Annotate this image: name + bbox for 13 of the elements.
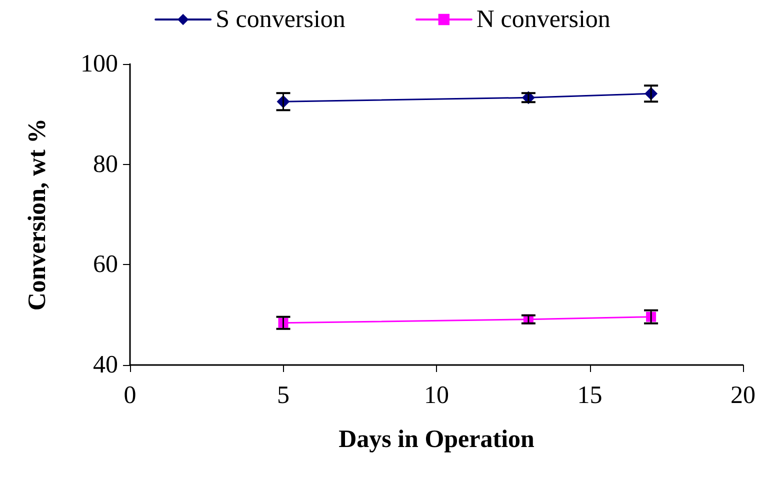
legend-label: S conversion xyxy=(216,6,346,33)
y-axis-title: Conversion, wt % xyxy=(24,118,51,311)
x-tick-label: 10 xyxy=(424,382,449,409)
x-tick-label: 5 xyxy=(277,382,290,409)
y-tick-label: 100 xyxy=(80,50,118,78)
legend-label: N conversion xyxy=(476,6,611,33)
x-tick-label: 20 xyxy=(730,382,756,409)
x-tick-label: 15 xyxy=(577,382,602,409)
x-axis-title: Days in Operation xyxy=(338,426,535,453)
y-tick-label: 40 xyxy=(93,352,118,378)
y-tick-label: 60 xyxy=(93,251,118,278)
y-tick-label: 80 xyxy=(93,150,118,178)
x-tick-label: 0 xyxy=(124,382,136,409)
